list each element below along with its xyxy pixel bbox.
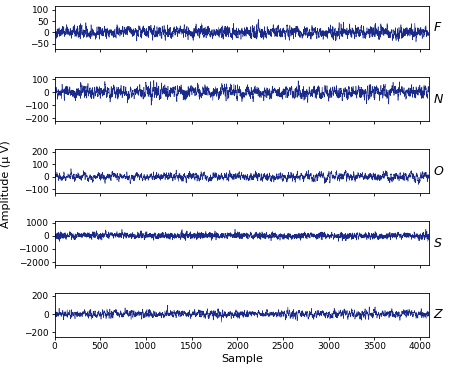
Text: N: N xyxy=(433,93,443,106)
Text: Z: Z xyxy=(433,308,442,321)
X-axis label: Sample: Sample xyxy=(221,354,263,364)
Text: O: O xyxy=(433,164,443,178)
Text: Amplitude (μ V): Amplitude (μ V) xyxy=(0,140,11,228)
Text: F: F xyxy=(433,21,441,34)
Text: S: S xyxy=(433,237,441,250)
